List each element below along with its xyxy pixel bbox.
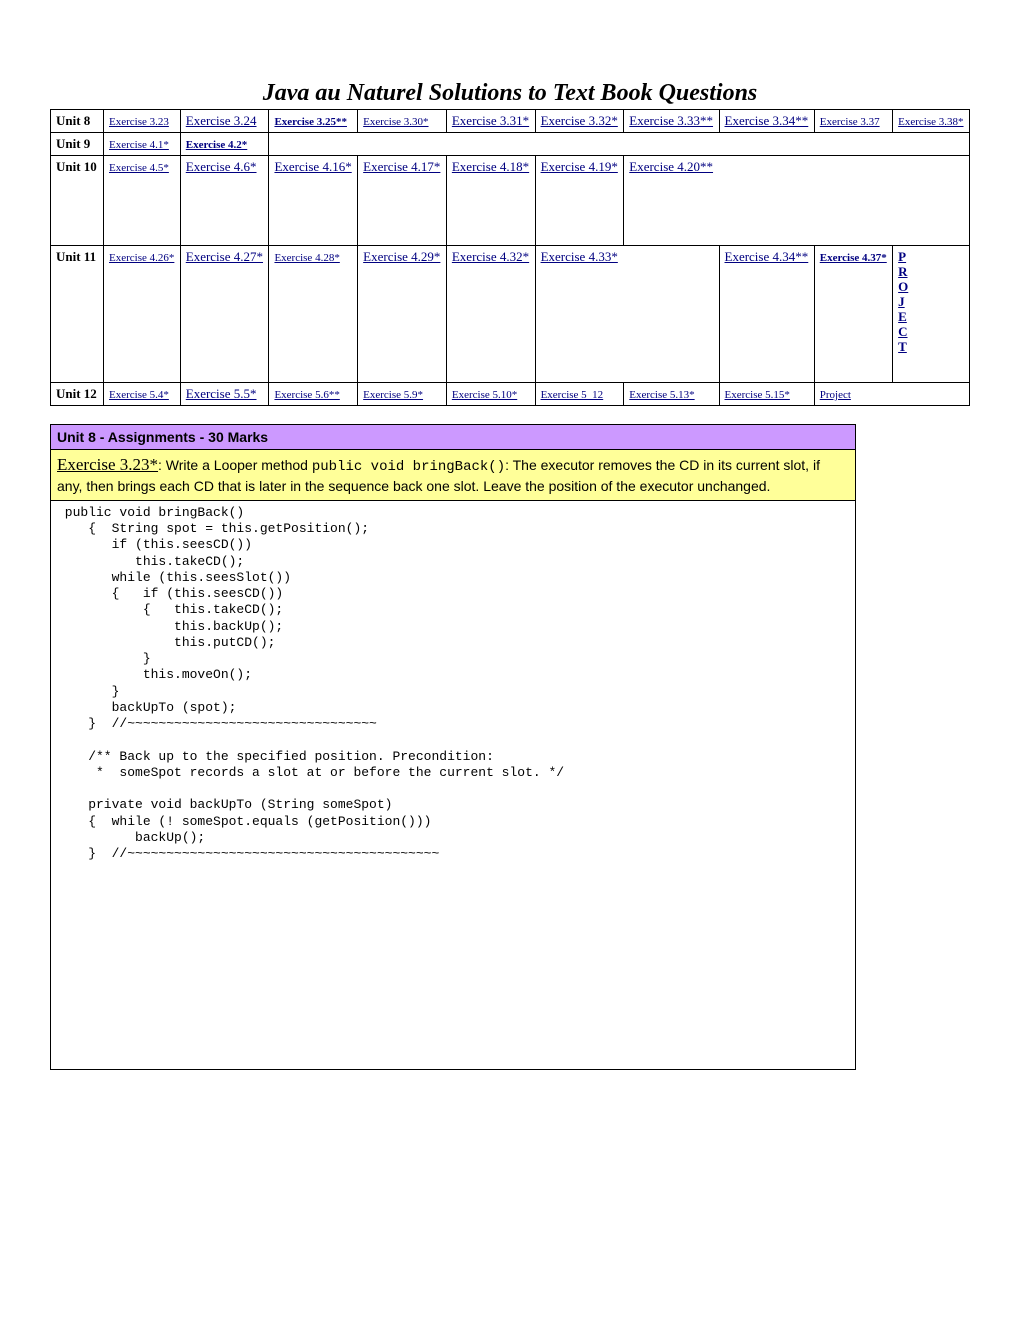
- ex-3-23[interactable]: Exercise 3.23: [109, 116, 169, 128]
- ex-4-26[interactable]: Exercise 4.26*: [109, 252, 174, 264]
- ex-4-1[interactable]: Exercise 4.1*: [109, 139, 169, 151]
- unit-12-label: Unit 12: [51, 383, 104, 406]
- ex-4-33[interactable]: Exercise 4.33*: [541, 249, 618, 264]
- project-link-12[interactable]: Project: [820, 389, 851, 401]
- ex-5-15[interactable]: Exercise 5.15*: [725, 389, 790, 401]
- ex-4-18[interactable]: Exercise 4.18*: [452, 159, 529, 174]
- ex-5-6[interactable]: Exercise 5.6**: [274, 389, 339, 401]
- ex-5-13[interactable]: Exercise 5.13*: [629, 389, 694, 401]
- ex-3-34[interactable]: Exercise 3.34**: [725, 113, 809, 128]
- ex-3-38[interactable]: Exercise 3.38*: [898, 116, 963, 128]
- ex-5-9[interactable]: Exercise 5.9*: [363, 389, 423, 401]
- ex-4-5[interactable]: Exercise 4.5*: [109, 162, 169, 174]
- ex-5-5[interactable]: Exercise 5.5*: [186, 386, 257, 401]
- ex-4-17[interactable]: Exercise 4.17*: [363, 159, 440, 174]
- ex-4-6[interactable]: Exercise 4.6*: [186, 159, 257, 174]
- ex-4-29[interactable]: Exercise 4.29*: [363, 249, 440, 264]
- ex-4-27[interactable]: Exercise 4.27*: [186, 249, 263, 264]
- assignment-header: Unit 8 - Assignments - 30 Marks: [51, 425, 856, 450]
- row-unit-10: Unit 10 Exercise 4.5* Exercise 4.6* Exer…: [51, 156, 970, 246]
- ex-4-20[interactable]: Exercise 4.20**: [629, 159, 713, 174]
- ex-5-10[interactable]: Exercise 5.10*: [452, 389, 517, 401]
- assignment-ex-title[interactable]: Exercise 3.23*: [57, 455, 158, 474]
- row-unit-9: Unit 9 Exercise 4.1* Exercise 4.2*: [51, 133, 970, 156]
- ex-4-2[interactable]: Exercise 4.2*: [186, 139, 248, 151]
- ex-4-32[interactable]: Exercise 4.32*: [452, 249, 529, 264]
- ex-3-24[interactable]: Exercise 3.24: [186, 113, 257, 128]
- ex-4-34[interactable]: Exercise 4.34**: [725, 249, 809, 264]
- unit-10-label: Unit 10: [51, 156, 104, 246]
- ex-3-31[interactable]: Exercise 3.31*: [452, 113, 529, 128]
- unit-11-label: Unit 11: [51, 246, 104, 383]
- ex-5-12[interactable]: Exercise 5_12: [541, 389, 604, 401]
- ex-3-37[interactable]: Exercise 3.37: [820, 116, 880, 128]
- row-unit-8: Unit 8 Exercise 3.23 Exercise 3.24 Exerc…: [51, 110, 970, 133]
- assignment-table: Unit 8 - Assignments - 30 Marks Exercise…: [50, 424, 856, 1070]
- ex-3-32[interactable]: Exercise 3.32*: [541, 113, 618, 128]
- unit-9-label: Unit 9: [51, 133, 104, 156]
- unit-9-empty: [269, 133, 970, 156]
- code-block: public void bringBack() { String spot = …: [57, 505, 849, 863]
- ex-4-28[interactable]: Exercise 4.28*: [274, 252, 339, 264]
- ex-4-16[interactable]: Exercise 4.16*: [274, 159, 351, 174]
- row-unit-11: Unit 11 Exercise 4.26* Exercise 4.27* Ex…: [51, 246, 970, 383]
- ex-3-30[interactable]: Exercise 3.30*: [363, 116, 428, 128]
- ex-4-37[interactable]: Exercise 4.37*: [820, 252, 887, 264]
- assignment-description: Exercise 3.23*: Write a Looper method pu…: [51, 450, 856, 501]
- ex-4-19[interactable]: Exercise 4.19*: [541, 159, 618, 174]
- ex-3-25[interactable]: Exercise 3.25**: [274, 116, 347, 128]
- unit-8-label: Unit 8: [51, 110, 104, 133]
- page-title: Java au Naturel Solutions to Text Book Q…: [50, 80, 970, 107]
- code-cell: public void bringBack() { String spot = …: [51, 500, 856, 1069]
- project-vertical[interactable]: P R O J E C T: [893, 246, 970, 383]
- ex-5-4[interactable]: Exercise 5.4*: [109, 389, 169, 401]
- exercise-index-table: Unit 8 Exercise 3.23 Exercise 3.24 Exerc…: [50, 109, 970, 406]
- row-unit-12: Unit 12 Exercise 5.4* Exercise 5.5* Exer…: [51, 383, 970, 406]
- ex-3-33[interactable]: Exercise 3.33**: [629, 113, 713, 128]
